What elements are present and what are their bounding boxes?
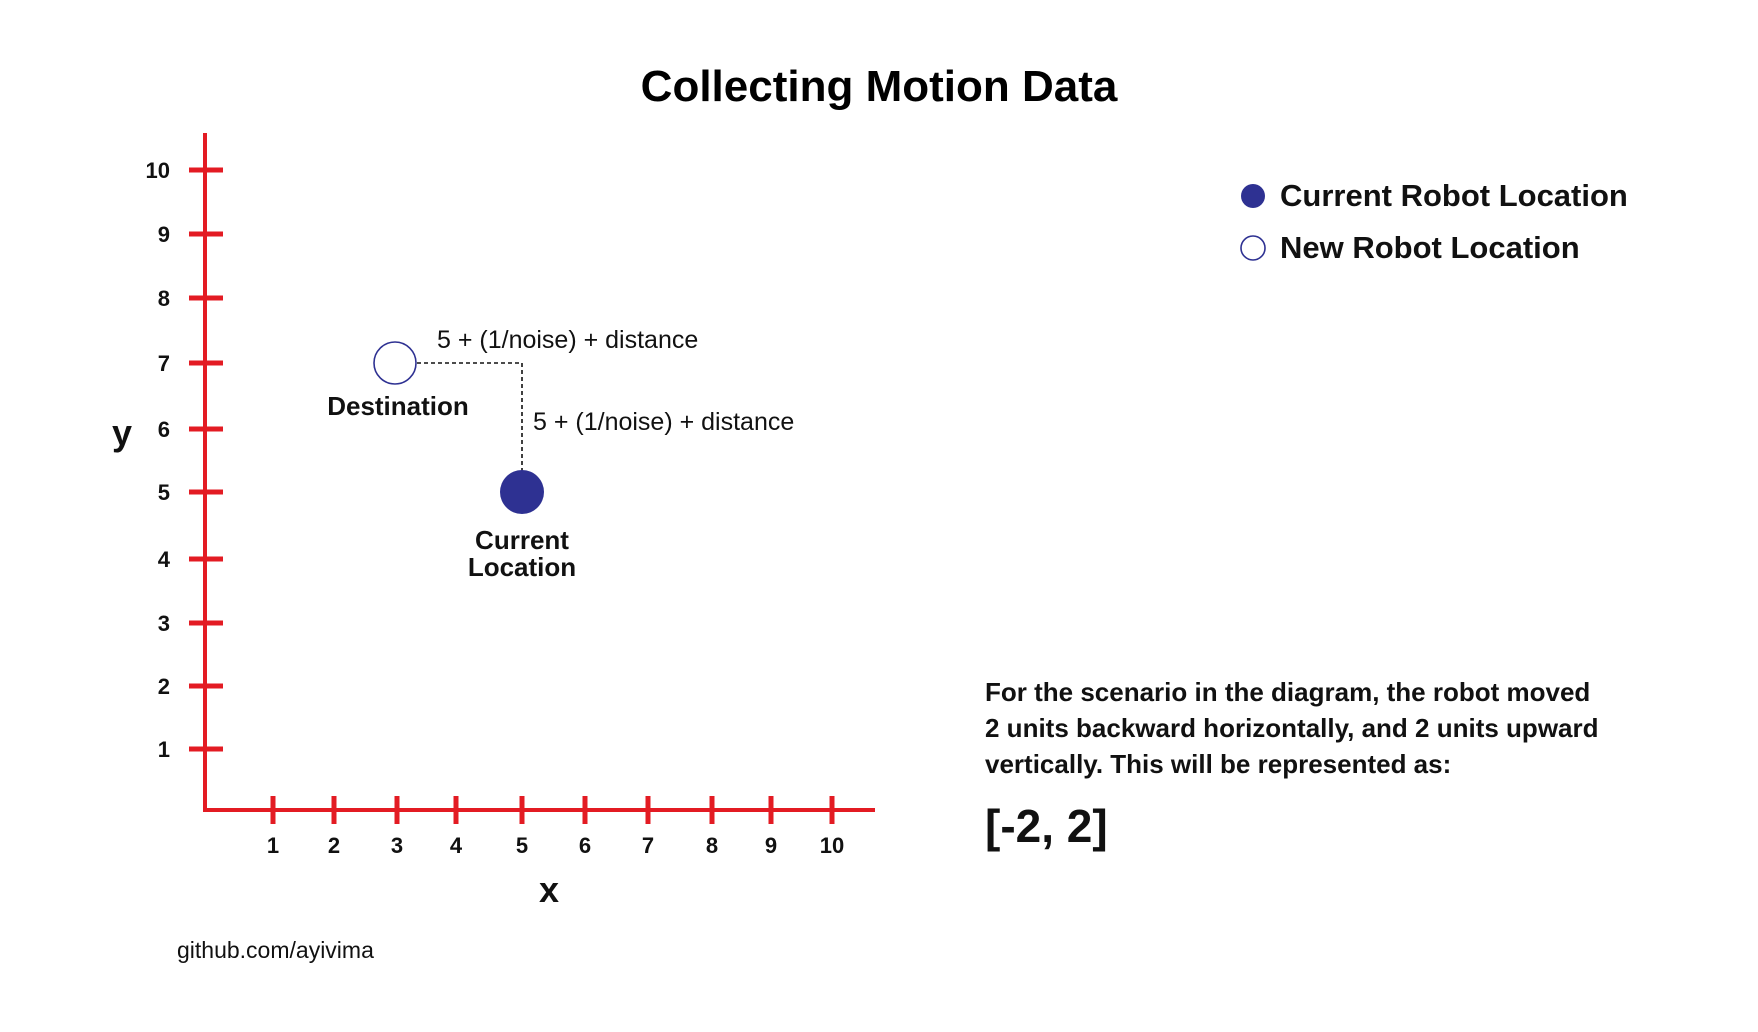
y-tick-label: 10: [146, 158, 170, 183]
page-title: Collecting Motion Data: [641, 62, 1118, 111]
y-tick-label: 7: [158, 351, 170, 376]
description-line-1: For the scenario in the diagram, the rob…: [985, 677, 1590, 707]
y-tick-label: 8: [158, 286, 170, 311]
x-tick-label: 9: [765, 833, 777, 858]
y-tick-label: 9: [158, 222, 170, 247]
legend: Current Robot Location New Robot Locatio…: [1240, 178, 1628, 265]
legend-current-label: Current Robot Location: [1280, 178, 1628, 213]
y-tick-label: 5: [158, 480, 170, 505]
current-location-point: [500, 470, 544, 514]
current-location-label-line2: Location: [468, 552, 576, 582]
credit-link: github.com/ayivima: [177, 937, 374, 963]
y-tick-label: 6: [158, 417, 170, 442]
legend-new-label: New Robot Location: [1280, 230, 1580, 265]
description-line-2: 2 units backward horizontally, and 2 uni…: [985, 713, 1599, 743]
destination-point: [373, 341, 417, 385]
x-tick-label: 8: [706, 833, 718, 858]
x-axis-label: x: [539, 869, 559, 910]
vertical-distance-label: 5 + (1/noise) + distance: [533, 408, 794, 436]
y-tick-label: 2: [158, 674, 170, 699]
motion-vector: [-2, 2]: [985, 800, 1108, 852]
y-axis-label: y: [112, 412, 132, 453]
x-tick-label: 3: [391, 833, 403, 858]
x-tick-label: 4: [450, 833, 463, 858]
current-location-label-line1: Current: [475, 525, 569, 555]
x-tick-label: 6: [579, 833, 591, 858]
description: For the scenario in the diagram, the rob…: [985, 677, 1599, 852]
legend-current-marker: [1241, 184, 1265, 208]
x-tick-label: 7: [642, 833, 654, 858]
legend-new-marker: [1240, 235, 1266, 261]
y-tick-label: 4: [158, 547, 171, 572]
x-tick-label: 10: [820, 833, 844, 858]
axis-ticks: 1 2 3 4 5 6 7 8 9 10 1 2 3 4 5 6 7 8 9 10: [146, 158, 845, 858]
y-tick-label: 1: [158, 737, 170, 762]
motion-path: [417, 362, 523, 472]
x-tick-label: 1: [267, 833, 279, 858]
destination-label: Destination: [327, 391, 469, 421]
horizontal-distance-label: 5 + (1/noise) + distance: [437, 326, 698, 354]
x-tick-label: 2: [328, 833, 340, 858]
x-tick-label: 5: [516, 833, 528, 858]
description-line-3: vertically. This will be represented as:: [985, 749, 1451, 779]
y-tick-label: 3: [158, 611, 170, 636]
